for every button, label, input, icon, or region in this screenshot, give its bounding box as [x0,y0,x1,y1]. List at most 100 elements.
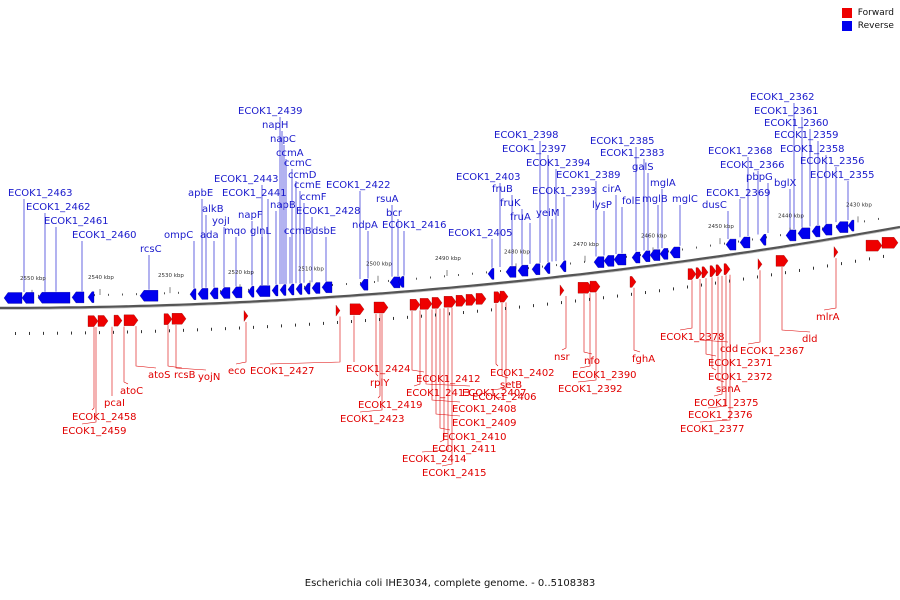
minor-tick [388,279,389,282]
minor-tick [155,329,156,333]
forward-gene-arrow [701,266,709,278]
gene-label-forward: ECOK1_2402 [490,368,555,379]
gene-label-reverse: ECOK1_2383 [600,148,665,159]
forward-connector [91,327,95,411]
minor-tick [836,225,837,228]
minor-tick [486,271,487,274]
reverse-gene-arrow [785,229,797,242]
gene-label-reverse: rcsC [140,244,162,255]
gene-label-reverse: mqo [224,226,246,237]
forward-connector [501,302,509,379]
minor-tick [267,325,268,329]
minor-tick [458,274,459,277]
forward-gene-arrow [349,303,365,315]
gene-label-reverse: ccmA [276,148,304,159]
forward-gene-arrow [455,295,467,307]
reverse-gene-arrow [649,249,661,261]
minor-tick [169,329,170,333]
gene-label-reverse: ECOK1_2356 [800,156,865,167]
reverse-gene-arrow [487,268,495,280]
gene-label-reverse: ccmD [288,170,317,181]
minor-tick [743,277,744,281]
minor-tick [542,265,543,268]
minor-tick [710,244,711,247]
minor-tick [393,316,394,320]
minor-tick [444,275,445,278]
gene-label-reverse: fruB [492,184,513,195]
gene-label-reverse: napB [270,200,296,211]
minor-tick [108,293,109,296]
minor-tick [304,285,305,288]
gene-label-reverse: ECOK1_2385 [590,136,655,147]
gene-label-reverse: ECOK1_2462 [26,202,91,213]
forward-connector [705,278,717,357]
reverse-gene-arrow [821,223,833,236]
minor-tick [127,330,128,334]
gene-label-forward: ECOK1_2390 [572,370,637,381]
gene-label-forward: ECOK1_2424 [346,364,411,375]
legend-forward: Forward [841,8,894,18]
gene-label-forward: ECOK1_2458 [72,412,137,423]
reverse-gene-arrow [295,283,303,295]
forward-gene-arrow [87,315,99,327]
minor-tick [57,331,58,335]
gene-label-reverse: ndpA [352,220,378,231]
minor-tick [715,281,716,285]
minor-tick [337,320,338,324]
forward-gene-arrow [171,313,187,325]
gene-label-reverse: ECOK1_2358 [780,144,845,155]
minor-tick [323,321,324,325]
forward-connector [375,313,379,377]
gene-label-forward: ECOK1_2409 [452,418,517,429]
gene-label-reverse: yeiM [536,208,559,219]
tick-label: 2480 kbp [504,249,530,255]
gene-label-forward: cdd [720,344,738,355]
reverse-gene-arrow [287,283,295,296]
minor-tick [878,217,879,220]
minor-tick [855,259,856,263]
minor-tick [640,254,641,257]
minor-tick [780,234,781,237]
gene-label-reverse: ECOK1_2393 [532,186,597,197]
reverse-gene-arrow [517,264,529,277]
gene-label-forward: rplY [370,378,390,389]
forward-gene-arrow [163,313,173,325]
forward-connector [441,307,453,467]
reverse-gene-arrow [725,238,737,251]
gene-label-forward: setB [500,380,522,391]
gene-label-forward: pcaI [104,398,125,409]
legend-reverse: Reverse [841,21,894,31]
minor-tick [197,328,198,332]
minor-tick [645,291,646,295]
reverse-gene-arrow [835,221,849,233]
minor-tick [589,297,590,301]
minor-tick [673,287,674,291]
legend: Forward Reverse [841,8,894,34]
gene-label-forward: ECOK1_2427 [250,366,315,377]
minor-tick [360,282,361,285]
forward-connector [431,309,461,403]
minor-tick [626,255,627,258]
forward-connector [823,258,837,311]
gene-label-reverse: ECOK1_2359 [774,130,839,141]
minor-tick [295,323,296,327]
gene-label-reverse: mglA [650,178,676,189]
reverse-gene-arrow [87,291,95,303]
minor-tick [729,279,730,283]
forward-gene-arrow [775,255,789,267]
minor-tick [687,285,688,289]
forward-gene-arrow [589,280,601,293]
gene-label-reverse: ECOK1_2443 [214,174,279,185]
minor-tick [309,322,310,326]
forward-gene-arrow [431,297,443,309]
gene-label-reverse: ECOK1_2439 [238,106,303,117]
minor-tick [561,301,562,305]
forward-gene-arrow [373,301,389,314]
forward-connector [411,311,425,373]
minor-tick [365,319,366,323]
reverse-gene-arrow [603,255,615,267]
forward-connector [377,313,381,399]
reverse-gene-arrow [559,260,567,272]
minor-tick [668,250,669,253]
gene-label-reverse: apbE [188,188,213,199]
